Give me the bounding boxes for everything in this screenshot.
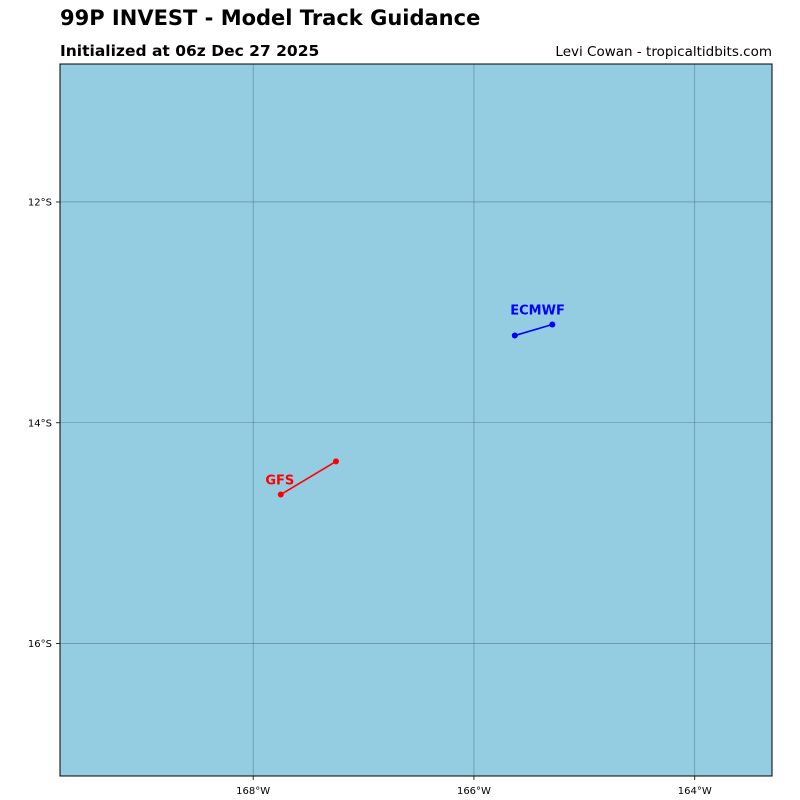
gfs-model-label: GFS [265,474,294,489]
ecmwf-track-line [514,323,553,337]
gfs-track-point [277,491,284,498]
lat-tick-label: 12°S [28,197,52,208]
gfs-track-point [332,458,339,465]
lat-tick-label: 16°S [28,639,52,650]
ocean-background [60,64,772,776]
init-time-subtitle: Initialized at 06z Dec 27 2025 [60,42,320,60]
lon-tick-label: 166°W [457,786,491,797]
lat-tick-label: 14°S [28,418,52,429]
chart-title: 99P INVEST - Model Track Guidance [60,6,481,30]
lon-tick-label: 164°W [678,786,712,797]
lon-tick-label: 168°W [236,786,270,797]
ecmwf-model-label: ECMWF [510,304,565,319]
author-credit: Levi Cowan - tropicaltidbits.com [555,44,772,60]
gfs-track-line [280,460,337,496]
ecmwf-track-point [549,321,556,328]
ecmwf-track-point [511,332,518,339]
map-frame [59,63,773,777]
